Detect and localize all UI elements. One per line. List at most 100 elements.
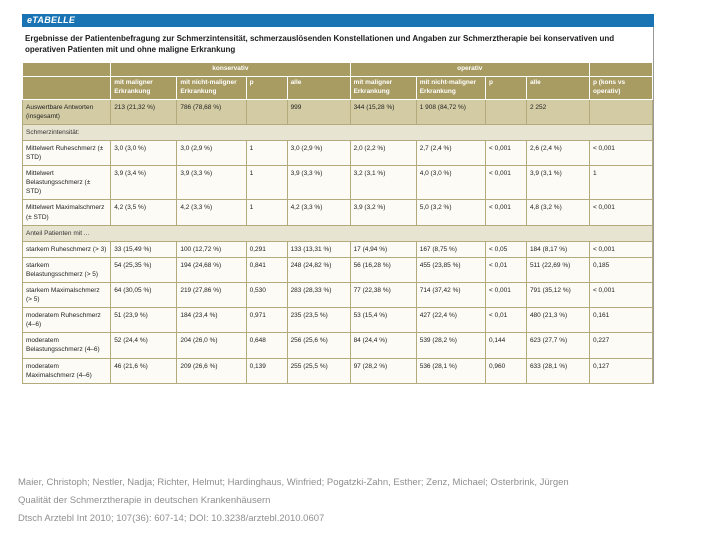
cell: < 0,001 <box>485 199 527 226</box>
section-row: Schmerzintensität: <box>22 123 653 141</box>
table-row: starkem Ruheschmerz (> 3) 33 (15,49 %) 100… <box>21 240 654 258</box>
results-table-header: konservativ operativ mit maligner Erkranku… <box>21 62 654 100</box>
etable-card: eTABELLE Ergebnisse der Patientenbefragu… <box>21 14 654 384</box>
cell: 0,648 <box>245 332 288 359</box>
column-header-0 <box>21 76 112 100</box>
cell: 1 <box>245 139 288 167</box>
cell: < 0,001 <box>588 281 654 309</box>
column-header-9: p (kons vs operativ) <box>588 76 654 100</box>
cell: 51 (23,9 %) <box>110 307 178 334</box>
column-header-1: mit maligner Erkrankung <box>110 76 178 100</box>
cell: 2,0 (2,2 %) <box>349 139 417 167</box>
cell: 255 (25,5 %) <box>286 357 351 384</box>
cell: 623 (27,7 %) <box>525 332 590 359</box>
cell: 0,530 <box>245 281 288 309</box>
cell: < 0,001 <box>588 139 654 167</box>
cell: 256 (25,6 %) <box>286 332 351 359</box>
cell: 52 (24,4 %) <box>110 332 178 359</box>
column-header-8: alle <box>525 76 590 100</box>
cell: 1 <box>588 165 654 201</box>
cell: 283 (28,33 %) <box>286 281 351 309</box>
cell: 53 (15,4 %) <box>349 307 417 334</box>
cell: 427 (22,4 %) <box>415 307 487 334</box>
cell: 714 (37,42 %) <box>415 281 487 309</box>
cell: 539 (28,2 %) <box>415 332 487 359</box>
cell: 791 (35,12 %) <box>525 281 590 309</box>
cell: 3,0 (2,9 %) <box>176 139 247 167</box>
cell: < 0,001 <box>588 199 654 226</box>
table-row: Mittelwert Belastungsschmerz (± STD) 3,9 … <box>21 165 654 201</box>
section-row: Anteil Patienten mit ... <box>22 224 653 242</box>
cell: 999 <box>286 98 351 125</box>
column-header-row: mit maligner Erkrankung mit nicht-maligne… <box>21 76 654 100</box>
etable-tab-label: eTABELLE <box>22 14 654 27</box>
cell: < 0,05 <box>485 240 527 258</box>
cell: 2,7 (2,4 %) <box>415 139 487 167</box>
row-label: Mittelwert Ruheschmerz (± STD) <box>21 139 112 167</box>
column-header-7: p <box>485 76 527 100</box>
cell <box>245 98 288 125</box>
cell: 4,2 (3,3 %) <box>176 199 247 226</box>
group-header-spacer <box>588 62 654 78</box>
cell: 3,9 (3,1 %) <box>525 165 590 201</box>
section-label: Anteil Patienten mit ... <box>22 224 653 242</box>
row-label-header <box>21 62 112 78</box>
cell <box>588 98 654 125</box>
cell: 344 (15,28 %) <box>349 98 417 125</box>
table-row: moderatem Belastungsschmerz (4–6) 52 (24,… <box>21 332 654 359</box>
cell: 3,9 (3,4 %) <box>110 165 178 201</box>
cell: 0,185 <box>588 256 654 283</box>
cell: 64 (30,05 %) <box>110 281 178 309</box>
citation-source: Dtsch Arztebl Int 2010; 107(36): 607-14;… <box>18 513 325 525</box>
cell: 4,2 (3,3 %) <box>286 199 351 226</box>
table-row: Mittelwert Maximalschmerz (± STD) 4,2 (3,… <box>21 199 654 226</box>
etable-frame: Ergebnisse der Patientenbefragung zur Sc… <box>21 27 654 384</box>
cell: 133 (13,31 %) <box>286 240 351 258</box>
cell: 3,2 (3,1 %) <box>349 165 417 201</box>
row-label: moderatem Maximalschmerz (4–6) <box>21 357 112 384</box>
cell: 4,0 (3,0 %) <box>415 165 487 201</box>
row-label: starkem Ruheschmerz (> 3) <box>21 240 112 258</box>
cell: 167 (8,75 %) <box>415 240 487 258</box>
cell: 219 (27,86 %) <box>176 281 247 309</box>
cell: 3,0 (3,0 %) <box>110 139 178 167</box>
row-label: Mittelwert Belastungsschmerz (± STD) <box>21 165 112 201</box>
row-label: starkem Maximalschmerz (> 5) <box>21 281 112 309</box>
cell <box>485 98 527 125</box>
table-row: starkem Maximalschmerz (> 5) 64 (30,05 %)… <box>21 281 654 309</box>
table-title: Ergebnisse der Patientenbefragung zur Sc… <box>25 34 615 55</box>
cell: 480 (21,3 %) <box>525 307 590 334</box>
cell: 100 (12,72 %) <box>176 240 247 258</box>
cell: 209 (26,6 %) <box>176 357 247 384</box>
cell: 248 (24,82 %) <box>286 256 351 283</box>
cell: 4,2 (3,5 %) <box>110 199 178 226</box>
table-row: moderatem Maximalschmerz (4–6) 46 (21,6 %… <box>21 357 654 384</box>
cell: 0,841 <box>245 256 288 283</box>
cell: 46 (21,6 %) <box>110 357 178 384</box>
column-header-3: p <box>245 76 288 100</box>
cell: 0,960 <box>485 357 527 384</box>
group-header-operativ: operativ <box>349 62 590 78</box>
table-row: starkem Belastungsschmerz (> 5) 54 (25,35… <box>21 256 654 283</box>
cell: 2 252 <box>525 98 590 125</box>
row-label: moderatem Ruheschmerz (4–6) <box>21 307 112 334</box>
cell: 2,6 (2,4 %) <box>525 139 590 167</box>
section-label: Schmerzintensität: <box>22 123 653 141</box>
table-row: Auswertbare Antworten (insgesamt) 213 (21… <box>21 98 654 125</box>
cell: 184 (23,4 %) <box>176 307 247 334</box>
cell: 84 (24,4 %) <box>349 332 417 359</box>
cell: 4,8 (3,2 %) <box>525 199 590 226</box>
cell: 3,9 (3,2 %) <box>349 199 417 226</box>
cell: 3,0 (2,9 %) <box>286 139 351 167</box>
row-label: Auswertbare Antworten (insgesamt) <box>21 98 112 125</box>
cell: < 0,001 <box>588 240 654 258</box>
cell: 0,144 <box>485 332 527 359</box>
results-table: konservativ operativ mit maligner Erkranku… <box>21 62 654 384</box>
cell: 5,0 (3,2 %) <box>415 199 487 226</box>
citation-block: Maier, Christoph; Nestler, Nadja; Richte… <box>18 474 702 528</box>
cell: 0,127 <box>588 357 654 384</box>
cell: < 0,001 <box>485 165 527 201</box>
cell: 0,161 <box>588 307 654 334</box>
cell: 184 (8,17 %) <box>525 240 590 258</box>
cell: 77 (22,38 %) <box>349 281 417 309</box>
